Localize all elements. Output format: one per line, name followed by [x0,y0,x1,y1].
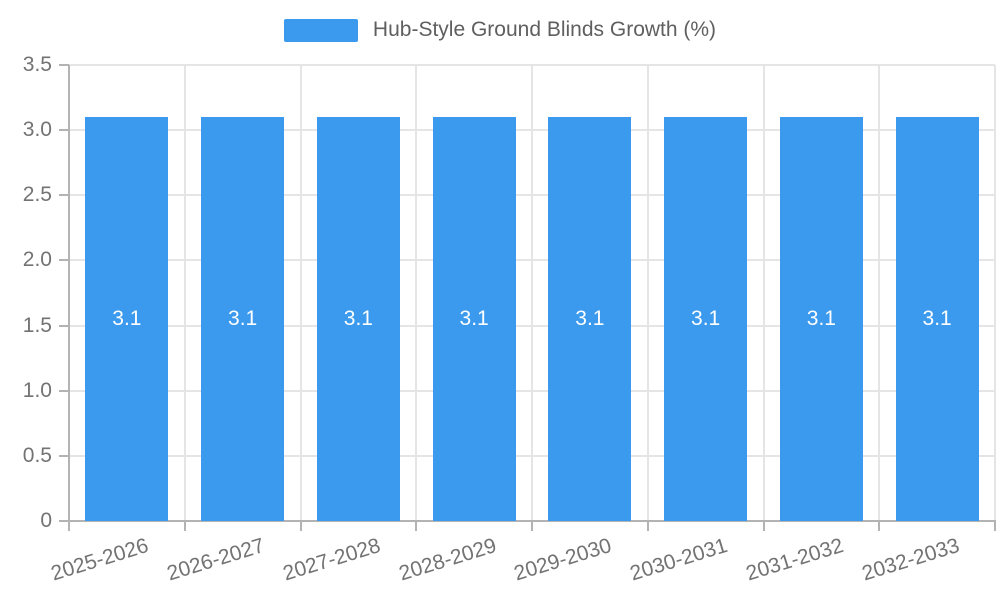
x-axis-tick [646,521,649,531]
y-axis-tick [59,389,69,392]
y-axis-line [68,65,70,522]
x-axis-tick [762,521,765,531]
x-gridline [299,65,302,521]
bar[interactable] [895,117,979,521]
y-axis-tick [59,129,69,132]
y-axis-tick [59,64,69,66]
x-axis-tick [415,521,418,531]
y-axis-tick [59,520,69,522]
bar-value-label: 3.1 [575,307,605,331]
x-axis-category-label: 2028-2029 [396,534,499,586]
bar[interactable] [201,117,285,521]
y-axis-tick [59,259,69,262]
bar[interactable] [664,117,748,521]
y-axis-tick-label: 0 [40,509,52,532]
bar-value-label: 3.1 [806,307,836,331]
x-gridline [183,65,186,521]
bar[interactable] [432,117,516,521]
x-axis-category-label: 2029-2030 [511,534,615,586]
x-axis-category-label: 2027-2028 [280,534,384,586]
x-axis-category-label: 2026-2027 [164,534,268,586]
legend-swatch [283,18,358,42]
bar-value-label: 3.1 [459,307,489,331]
x-axis-tick [299,521,302,531]
x-axis-category-label: 2025-2026 [48,534,152,586]
x-axis-category-label: 2031-2032 [743,534,847,586]
x-gridline [531,65,533,521]
bar-value-label: 3.1 [112,307,142,331]
y-axis-tick-label: 2.0 [22,248,52,272]
bar[interactable] [548,117,632,521]
x-gridline [646,65,649,521]
x-gridline [762,65,765,521]
bar[interactable] [85,117,169,521]
x-axis-tick [531,521,533,531]
y-axis-tick [59,194,69,197]
bar-value-label: 3.1 [922,307,952,331]
x-axis-category-label: 2030-2031 [627,534,731,586]
x-axis-tick [183,521,186,531]
y-axis-tick-label: 2.5 [22,183,52,207]
x-axis-tick [878,521,881,531]
y-axis-tick-label: 3.0 [22,118,52,142]
x-axis-line [68,520,996,522]
legend[interactable]: Hub-Style Ground Blinds Growth (%) [0,18,1000,42]
bar[interactable] [779,117,863,521]
bar-value-label: 3.1 [691,307,721,331]
x-gridline [878,65,881,521]
bar-value-label: 3.1 [228,307,258,331]
x-gridline [994,65,996,521]
bar-value-label: 3.1 [343,307,373,331]
y-axis-tick-label: 1.5 [22,313,52,337]
y-axis-tick-label: 3.5 [22,53,52,76]
y-axis-tick [59,324,69,327]
bar[interactable] [316,117,400,521]
legend-label: Hub-Style Ground Blinds Growth (%) [372,18,717,41]
x-axis-category-label: 2032-2033 [859,534,962,586]
y-axis-tick [59,454,69,457]
x-axis-tick [68,521,70,531]
y-axis-tick-label: 1.0 [22,378,52,402]
x-gridline [415,65,418,521]
y-axis-tick-label: 0.5 [22,443,52,467]
x-axis-tick [994,521,996,531]
